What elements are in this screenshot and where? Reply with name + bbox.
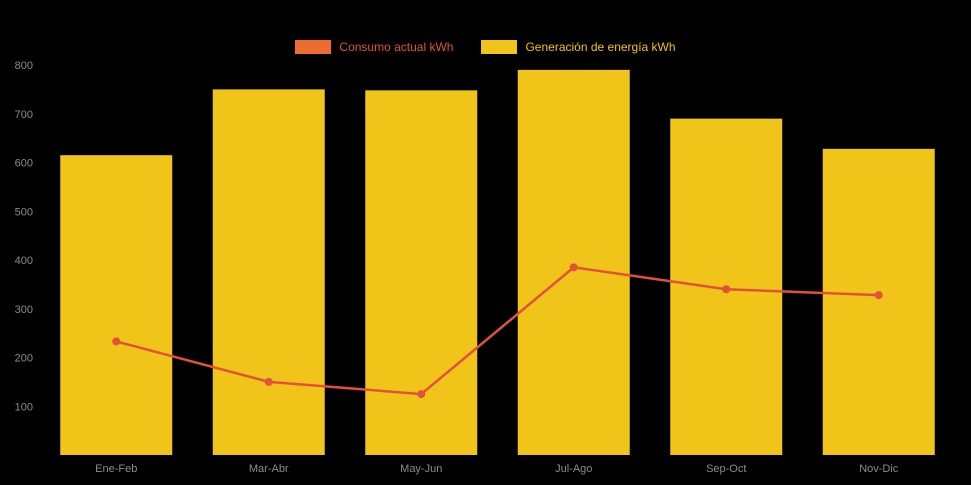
line-point-may-jun[interactable] <box>417 390 426 399</box>
y-tick-label: 400 <box>15 255 33 267</box>
line-point-ene-feb[interactable] <box>112 337 121 346</box>
legend-swatch-consumo-icon <box>295 40 332 54</box>
x-category-label: Ene-Feb <box>95 463 137 475</box>
x-category-label: Nov-Dic <box>859 463 899 475</box>
line-point-mar-abr[interactable] <box>264 377 273 386</box>
y-tick-label: 300 <box>15 304 33 316</box>
line-point-jul-ago[interactable] <box>569 263 578 272</box>
legend-label-generacion: Generación de energía kWh <box>525 40 676 54</box>
x-category-label: Sep-Oct <box>706 463 746 475</box>
legend-item-generacion[interactable]: Generación de energía kWh <box>481 40 676 54</box>
y-tick-label: 600 <box>15 158 33 170</box>
y-tick-label: 100 <box>15 401 33 413</box>
line-series <box>115 266 880 396</box>
bar-ene-feb[interactable] <box>60 155 173 455</box>
y-tick-label: 800 <box>15 60 33 72</box>
bar-jul-ago[interactable] <box>517 69 630 455</box>
y-tick-label: 500 <box>15 206 33 218</box>
x-category-label: May-Jun <box>400 463 442 475</box>
bar-mar-abr[interactable] <box>212 89 325 455</box>
bar-may-jun[interactable] <box>365 90 478 455</box>
legend-label-consumo: Consumo actual kWh <box>339 40 454 54</box>
x-category-label: Mar-Abr <box>249 463 289 475</box>
legend-item-consumo[interactable]: Consumo actual kWh <box>295 40 453 54</box>
y-tick-label: 700 <box>15 109 33 121</box>
legend: Consumo actual kWh Generación de energía… <box>0 40 971 54</box>
line-point-sep-oct[interactable] <box>722 285 731 294</box>
x-category-label: Jul-Ago <box>555 463 592 475</box>
y-tick-label: 200 <box>15 353 33 365</box>
bar-nov-dic[interactable] <box>822 148 935 455</box>
line-point-nov-dic[interactable] <box>874 291 883 300</box>
legend-swatch-generacion-icon <box>481 40 518 54</box>
